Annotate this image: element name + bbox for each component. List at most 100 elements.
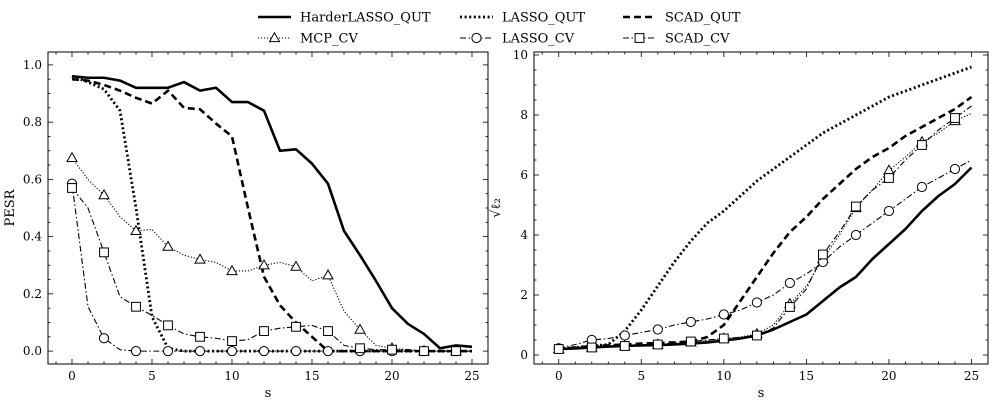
y-tick-label: 0.0 — [23, 344, 42, 358]
x-tick-label: 0 — [68, 369, 76, 383]
legend-label: LASSO_CV — [502, 32, 575, 47]
point-lasso-cv — [258, 346, 270, 357]
series-line-lasso-qut — [558, 65, 972, 351]
point-scad-cv — [818, 249, 828, 260]
legend-entry-lasso-qut: LASSO_QUT — [460, 11, 585, 26]
left-chart-pesr: 0 5 10 15 20 25 0.0 0.2 0.4 0.6 0.8 1.0 s PESR — [3, 51, 489, 401]
point-scad-cv — [851, 201, 861, 212]
legend-entry-harderlasso-qut: HarderLASSO_QUT — [258, 11, 431, 26]
series-line-harderlasso-qut — [558, 166, 973, 351]
point-scad-cv — [355, 343, 365, 354]
y-tick-label: 0 — [520, 348, 528, 362]
y-tick-label: 1.0 — [23, 58, 42, 72]
point-scad-cv — [227, 336, 237, 347]
point-mcp-cv — [354, 323, 366, 334]
y-tick-label: 0.6 — [23, 172, 42, 186]
series-mcp-cv — [552, 112, 972, 354]
x-tick-label: 25 — [464, 369, 479, 383]
point-scad-cv — [291, 321, 301, 332]
x-tick-label: 5 — [637, 369, 645, 383]
legend-marker — [268, 31, 281, 43]
point-lasso-cv — [718, 309, 729, 320]
x-tick-label: 15 — [304, 369, 319, 383]
legend-entry-mcp-cv: MCP_CV — [258, 32, 358, 47]
point-scad-cv — [323, 326, 333, 336]
y-tick-label: 6 — [520, 168, 528, 182]
legend-entry-scad-cv: SCAD_CV — [623, 32, 730, 47]
point-scad-cv — [884, 173, 894, 183]
legend-label: HarderLASSO_QUT — [300, 11, 431, 26]
legend-marker — [471, 32, 482, 44]
point-lasso-cv — [850, 229, 862, 241]
x-tick-label: 10 — [224, 369, 239, 383]
series-line-lasso-cv — [71, 183, 472, 352]
x-tick-label: 0 — [555, 369, 563, 383]
point-scad-cv — [619, 341, 630, 351]
y-tick-label: 0.4 — [23, 230, 42, 244]
point-lasso-cv — [322, 346, 334, 357]
point-scad-cv — [784, 302, 795, 312]
point-mcp-cv — [66, 151, 78, 163]
series-mcp-cv — [66, 151, 472, 356]
point-lasso-cv — [916, 181, 928, 193]
point-mcp-cv — [883, 164, 895, 175]
point-mcp-cv — [322, 269, 334, 280]
point-lasso-cv — [162, 346, 174, 357]
series-harderlasso-qut — [558, 166, 973, 351]
point-mcp-cv — [258, 259, 270, 270]
legend-label: MCP_CV — [300, 32, 358, 47]
y-tick-label: 10 — [513, 48, 528, 62]
point-scad-cv — [586, 342, 597, 353]
series-line-lasso-cv — [558, 159, 972, 349]
series-lasso-cv — [66, 178, 472, 357]
point-scad-cv — [131, 301, 141, 312]
point-mcp-cv — [98, 188, 110, 200]
series-line-mcp-cv — [558, 112, 972, 350]
point-lasso-cv — [290, 346, 302, 357]
point-lasso-cv — [883, 205, 895, 217]
plot-frame — [533, 51, 989, 365]
y-tick-label: 8 — [520, 108, 528, 122]
y-tick-label: 0.8 — [23, 115, 42, 129]
right-chart-sqrt-l2: 0 5 10 15 20 25 0 2 4 6 8 10 s √ℓ₂ — [489, 48, 989, 401]
point-scad-cv — [163, 320, 173, 331]
point-mcp-cv — [290, 260, 302, 271]
x-tick-label: 20 — [881, 369, 896, 383]
point-lasso-cv — [949, 163, 961, 175]
point-scad-cv — [553, 344, 564, 354]
point-mcp-cv — [194, 253, 206, 264]
series-line-scad-cv — [558, 105, 972, 350]
point-scad-cv — [751, 330, 762, 341]
legend: HarderLASSO_QUT LASSO_QUT SCAD_QUT MCP_CV LA… — [258, 11, 741, 47]
y-tick-label: 2 — [520, 288, 528, 302]
y-tick-label: 4 — [520, 228, 528, 242]
x-tick-label: 15 — [799, 369, 814, 383]
x-tick-label: 5 — [148, 369, 156, 383]
point-scad-cv — [419, 346, 429, 357]
legend-entry-scad-qut: SCAD_QUT — [623, 11, 741, 26]
series-lasso-cv — [553, 159, 972, 354]
legend-label: SCAD_CV — [665, 32, 730, 47]
y-tick-label: 0.2 — [23, 287, 42, 301]
point-scad-cv — [259, 326, 269, 336]
point-scad-cv — [387, 344, 397, 355]
point-mcp-cv — [226, 264, 238, 276]
y-axis-label: √ℓ₂ — [489, 198, 504, 218]
series-line-lasso-qut — [71, 75, 472, 353]
point-lasso-cv — [226, 346, 238, 357]
point-lasso-cv — [751, 297, 762, 308]
series-harderlasso-qut — [71, 75, 473, 350]
series-scad-cv — [67, 183, 472, 357]
point-mcp-cv — [162, 240, 174, 251]
legend-marker — [634, 33, 645, 43]
point-scad-cv — [195, 331, 205, 342]
point-scad-cv — [652, 339, 663, 350]
point-scad-cv — [718, 333, 729, 344]
point-lasso-cv — [194, 346, 206, 357]
point-scad-cv — [685, 336, 696, 347]
x-tick-label: 25 — [964, 369, 979, 383]
point-scad-cv — [451, 346, 461, 357]
legend-label: SCAD_QUT — [665, 11, 741, 26]
legend-entry-lasso-cv: LASSO_CV — [460, 32, 575, 47]
point-scad-cv — [917, 140, 927, 150]
